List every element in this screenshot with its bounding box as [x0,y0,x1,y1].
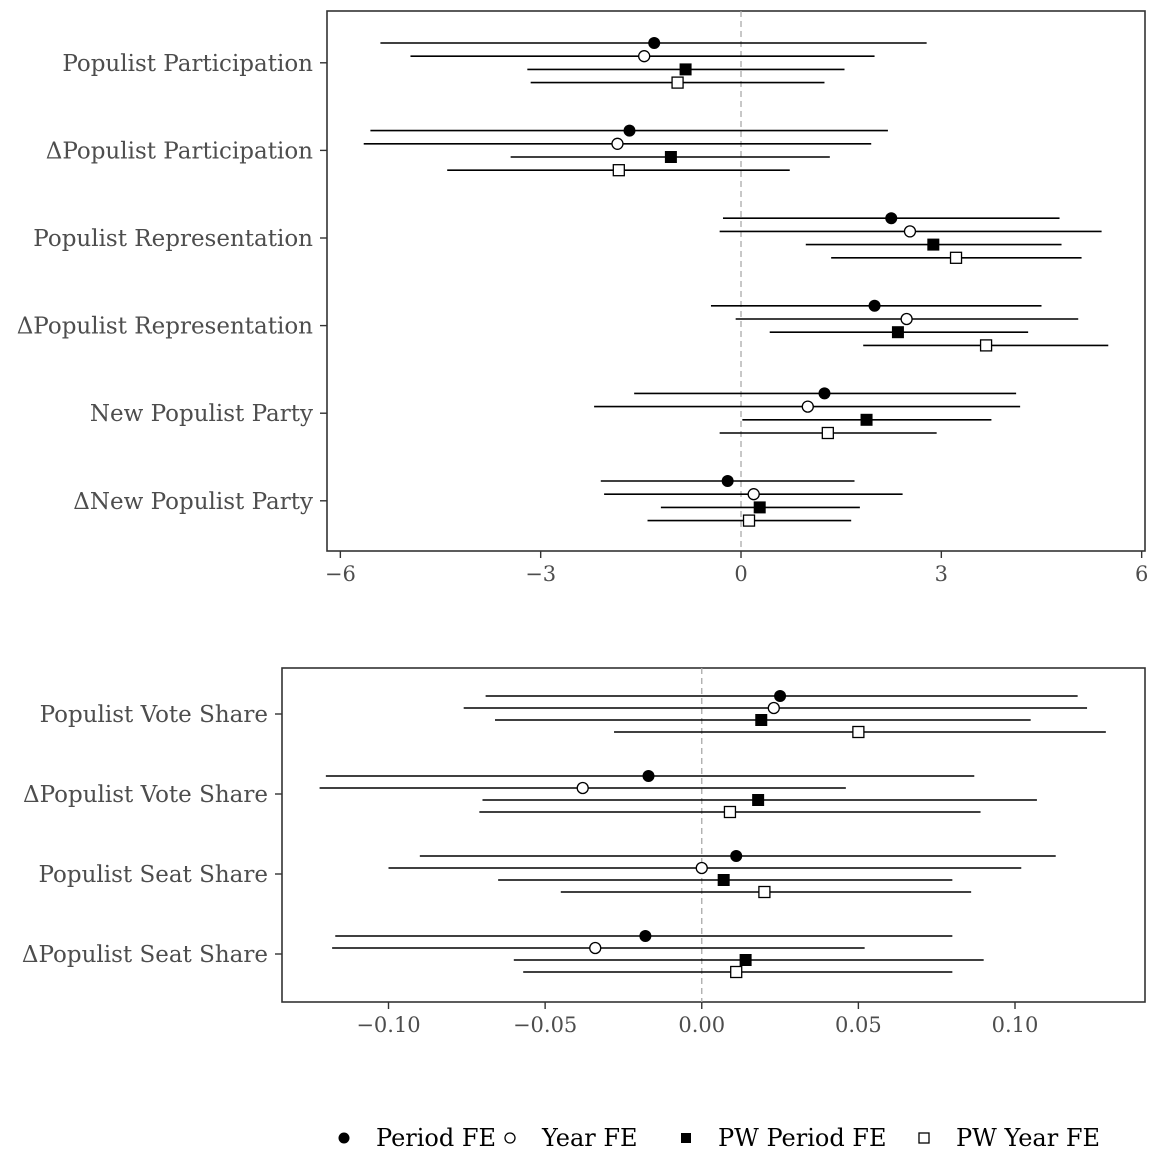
point-estimate [979,339,993,352]
point-estimate [695,861,708,875]
point-estimate [611,137,624,150]
point-estimate [638,50,651,63]
x-tick-label: −6 [325,562,356,586]
point-estimate [818,387,831,400]
point-estimate [664,151,677,163]
point-estimate [752,794,765,806]
legend-item: PW Period FE [681,1124,886,1152]
legend-label: PW Period FE [718,1124,886,1152]
point-estimate [755,714,768,726]
legend-item: Year FE [504,1124,638,1152]
y-category-label: ΔPopulist Representation [17,314,313,340]
x-tick-label: 0.05 [835,1013,882,1037]
x-tick-label: −0.05 [513,1013,577,1037]
point-estimate [860,413,873,426]
point-estimate [747,488,760,501]
x-tick-label: 0.00 [678,1013,725,1037]
point-estimate [642,770,655,782]
point-estimate [900,312,913,326]
point-estimate [774,690,787,702]
point-estimate [927,238,940,251]
legend-key [918,1132,930,1144]
point-estimate [821,426,834,440]
x-tick-label: 6 [1135,562,1148,586]
legend-label: Period FE [376,1124,496,1152]
point-estimate [730,850,743,862]
point-estimate [742,514,756,527]
y-category-label: ΔPopulist Participation [46,138,313,164]
point-estimate [852,725,865,739]
point-estimate [639,930,652,942]
legend-item: PW Year FE [918,1124,1100,1152]
point-estimate [648,37,661,49]
x-tick-label: 0.10 [992,1013,1039,1037]
legend-label: Year FE [541,1124,638,1152]
y-category-label: ΔNew Populist Party [73,489,313,515]
point-estimate [739,954,752,966]
x-tick-label: −0.10 [356,1013,420,1037]
point-estimate [589,941,602,955]
point-estimate [612,164,625,177]
point-estimate [767,701,780,715]
point-estimate [868,299,881,312]
point-estimate [903,225,917,238]
panel-border [326,10,1146,552]
point-estimate [623,124,636,137]
panel-border [281,667,1146,1003]
point-estimate [730,965,743,979]
y-category-label: Populist Representation [33,226,313,252]
point-estimate [717,874,730,886]
legend-key [338,1132,350,1144]
point-estimate [576,781,589,795]
point-estimate [758,885,771,899]
y-category-label: Populist Vote Share [40,702,268,728]
point-estimate [671,76,684,89]
point-estimate [801,400,814,413]
legend-item: Period FE [338,1124,496,1152]
x-tick-label: 3 [935,562,948,586]
point-estimate [891,326,904,339]
y-category-label: ΔPopulist Seat Share [22,942,268,968]
x-tick-label: −3 [525,562,556,586]
chart-panel-1: −6 −3 0 3 6 Populist Participation ΔPopulist P… [17,10,1148,586]
legend-key [504,1132,516,1144]
point-estimate [721,475,734,487]
x-tick-label: 0 [734,562,747,586]
point-estimate [885,212,898,225]
y-category-label: Populist Participation [62,51,313,77]
point-estimate [723,805,737,819]
legend-label: PW Year FE [956,1124,1100,1152]
y-category-label: Populist Seat Share [38,862,268,888]
point-estimate [753,501,766,514]
point-estimate [949,251,963,264]
chart-panel-2: −0.10 −0.05 0.00 0.05 0.10 Populist Vote Shar… [22,667,1146,1037]
y-category-label: New Populist Party [90,401,313,427]
point-estimate [679,63,692,76]
y-category-label: ΔPopulist Vote Share [23,782,268,808]
legend-key [681,1133,691,1143]
legend: Period FE Year FE PW Period FE PW Year FE [338,1124,1100,1152]
